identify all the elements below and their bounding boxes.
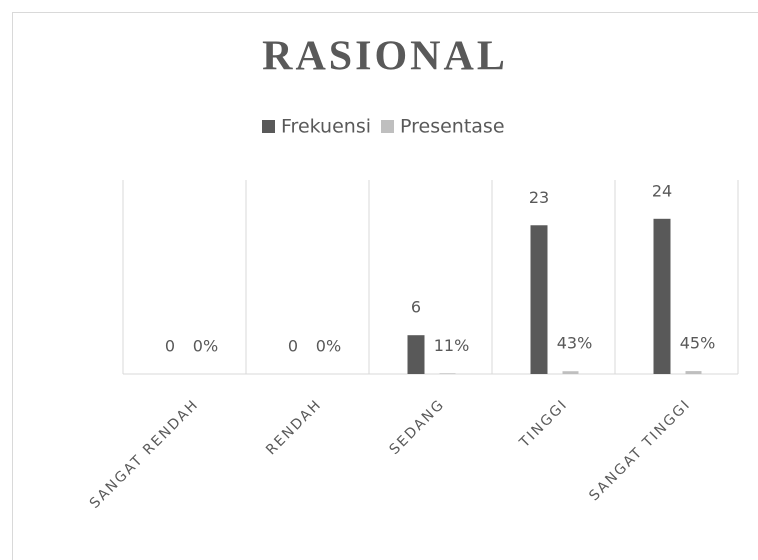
data-label: 0% [316,337,341,356]
x-tick-label: SANGAT RENDAH [87,396,202,511]
bar [653,218,671,374]
data-label: 6 [411,298,421,317]
chart-border [12,12,758,560]
x-tick-label: SEDANG [387,396,449,458]
bar [439,373,456,374]
bar [562,371,579,374]
legend-label: Frekuensi [281,116,371,138]
x-tick-label: RENDAH [263,396,325,458]
data-label: 43% [557,334,593,353]
bar [407,335,425,374]
data-label: 0 [165,337,175,356]
x-tick-label: TINGGI [516,396,571,451]
data-label: 11% [434,336,470,355]
data-label: 45% [680,334,716,353]
legend-swatch [381,120,394,133]
data-label: 24 [652,181,672,200]
data-label: 23 [529,188,549,207]
bar [685,371,702,374]
data-label: 0% [193,337,218,356]
chart-title: RASIONAL [262,34,508,80]
x-tick-label: SANGAT TINGGI [586,396,694,504]
data-label: 0 [288,337,298,356]
legend-label: Presentase [400,116,505,138]
bar [530,225,548,374]
legend-swatch [262,120,275,133]
